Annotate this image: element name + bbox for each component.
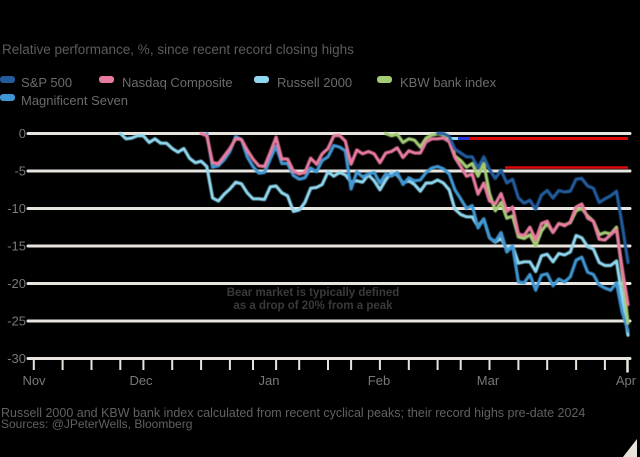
- svg-text:Bear market is typically defin: Bear market is typically defined: [227, 287, 400, 299]
- svg-text:Magnificent Seven: Magnificent Seven: [21, 93, 128, 108]
- svg-text:Nasdaq Composite: Nasdaq Composite: [122, 75, 233, 90]
- svg-text:Jan: Jan: [259, 373, 280, 388]
- svg-text:-5: -5: [14, 164, 26, 179]
- svg-text:as a drop of 20% from a peak: as a drop of 20% from a peak: [233, 300, 393, 312]
- svg-text:Nov: Nov: [22, 373, 46, 388]
- svg-text:-25: -25: [7, 314, 26, 329]
- svg-text:Russell 2000: Russell 2000: [277, 75, 352, 90]
- svg-text:Dec: Dec: [129, 373, 153, 388]
- svg-text:-15: -15: [7, 239, 26, 254]
- svg-text:0: 0: [19, 126, 26, 141]
- svg-text:KBW bank index: KBW bank index: [400, 75, 497, 90]
- svg-text:Russell 2000 and KBW bank inde: Russell 2000 and KBW bank index calculat…: [1, 406, 585, 420]
- svg-text:Mar: Mar: [477, 373, 500, 388]
- svg-text:Apr: Apr: [616, 373, 637, 388]
- svg-text:-30: -30: [7, 351, 26, 366]
- svg-text:Feb: Feb: [368, 373, 390, 388]
- svg-text:Relative performance, %, since: Relative performance, %, since recent re…: [2, 42, 354, 57]
- svg-text:S&P 500: S&P 500: [21, 75, 72, 90]
- svg-text:Sources: @JPeterWells, Bloombe: Sources: @JPeterWells, Bloomberg: [1, 417, 192, 431]
- svg-text:-10: -10: [7, 201, 26, 216]
- svg-text:-20: -20: [7, 276, 26, 291]
